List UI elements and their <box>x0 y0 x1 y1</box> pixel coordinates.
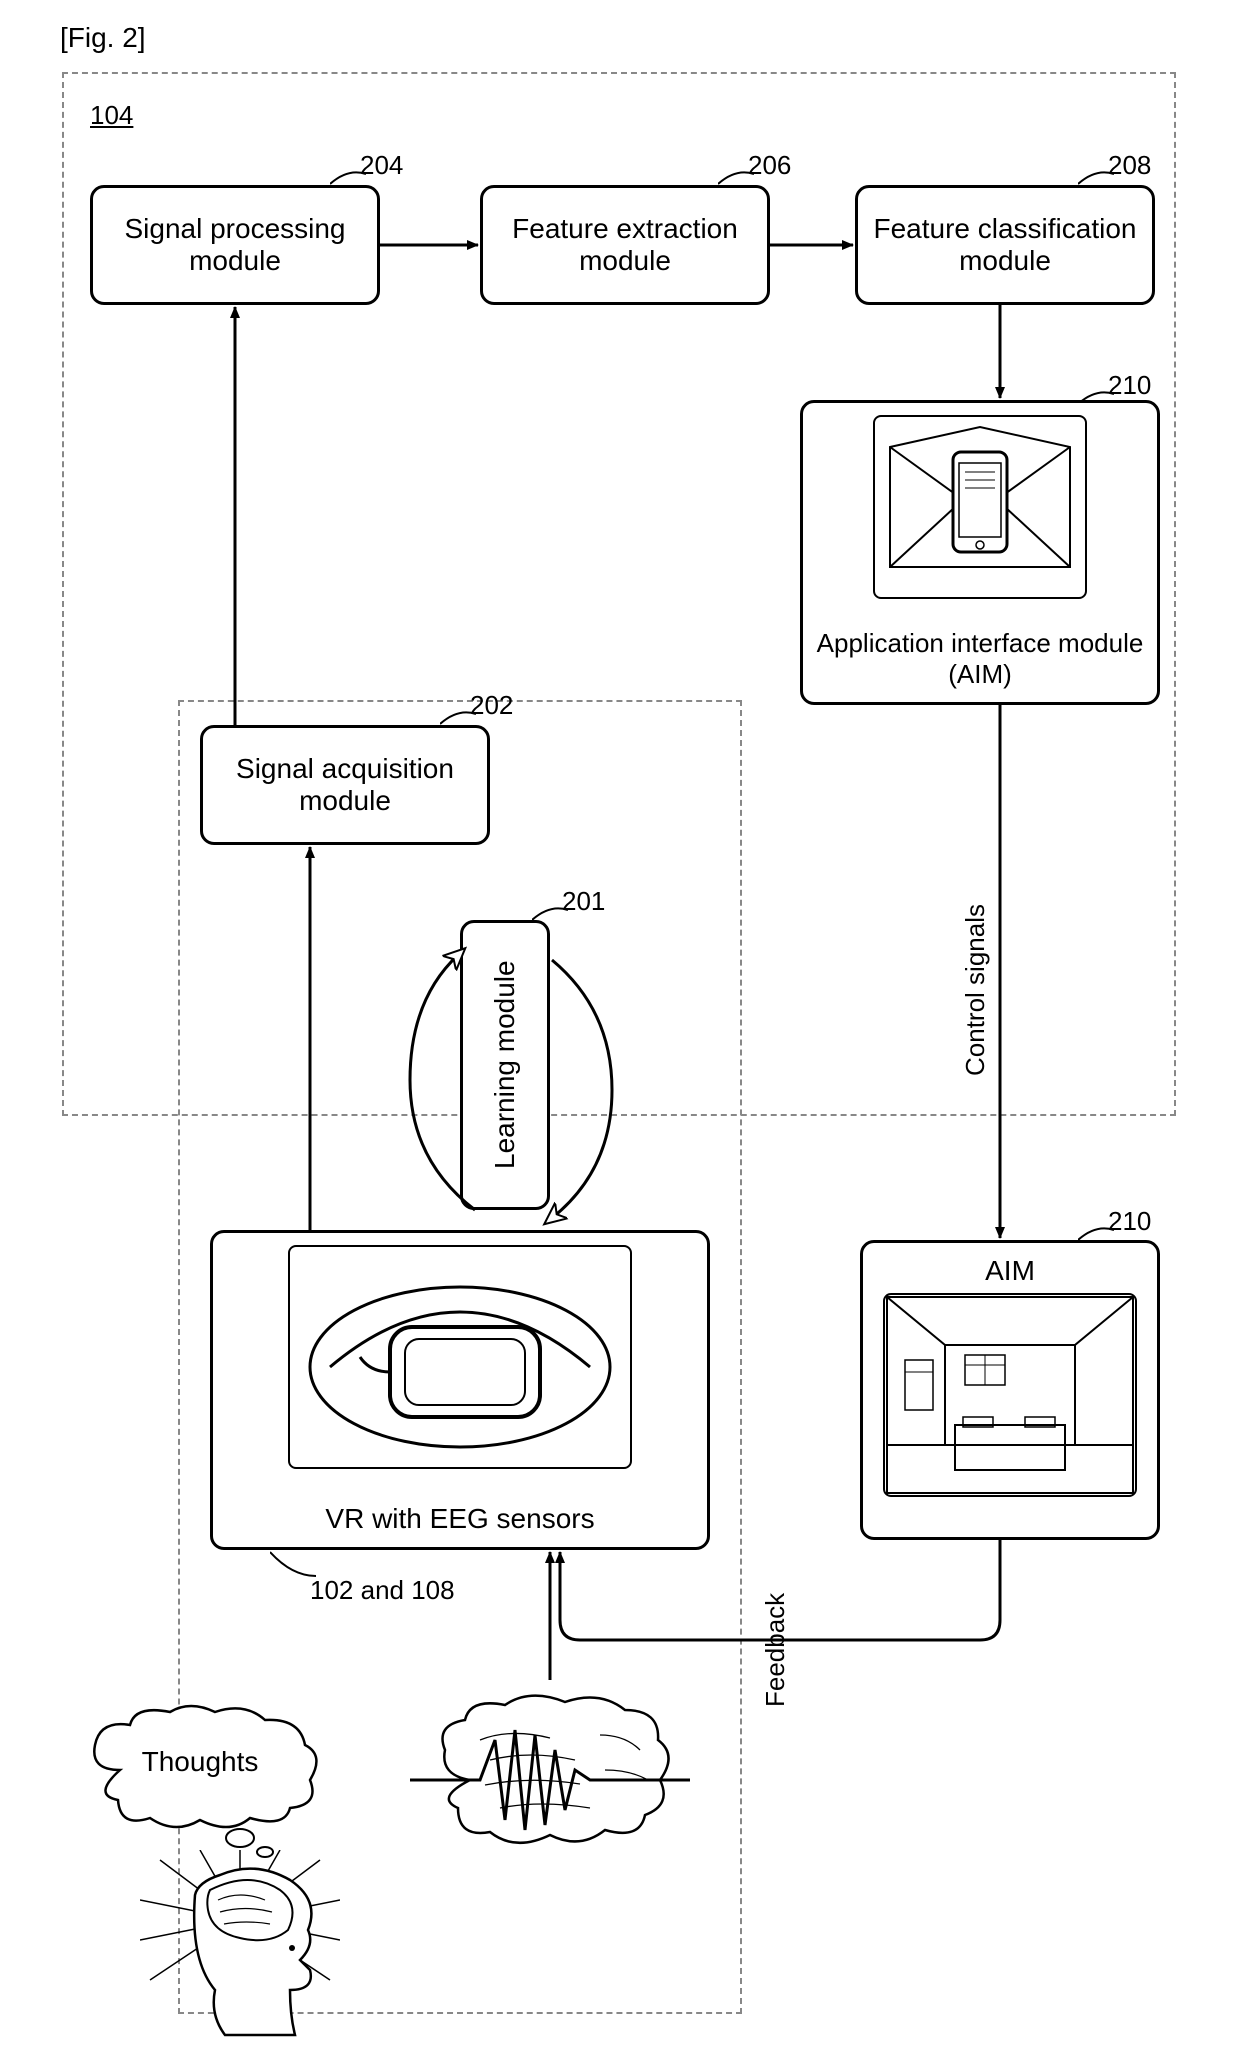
aim-bottom-module: AIM <box>860 1240 1160 1540</box>
aim-bottom-label: AIM <box>875 1255 1145 1287</box>
figure-canvas: [Fig. 2] 104 204 Signal processing modul… <box>0 0 1240 2061</box>
room-scene-image <box>883 1293 1137 1497</box>
feature-classification-module: Feature classification module <box>855 185 1155 305</box>
thoughts-cloud: Thoughts <box>80 1700 330 1860</box>
leader-102-108 <box>270 1550 320 1580</box>
learning-module: Learning module <box>460 920 550 1210</box>
ref-102-108: 102 and 108 <box>310 1575 455 1606</box>
aim-top-label: Application interface module (AIM) <box>815 628 1145 690</box>
vr-eeg-label: VR with EEG sensors <box>225 1503 695 1535</box>
signal-acquisition-module: Signal acquisition module <box>200 725 490 845</box>
thoughts-label: Thoughts <box>80 1746 320 1778</box>
ref-104: 104 <box>90 100 133 131</box>
aim-top-module: Application interface module (AIM) <box>800 400 1160 705</box>
head-brain-image <box>140 1850 340 2040</box>
signal-processing-module: Signal processing module <box>90 185 380 305</box>
phone-on-envelope-image <box>873 415 1087 599</box>
vr-headset-image <box>288 1245 632 1469</box>
vr-eeg-module: VR with EEG sensors <box>210 1230 710 1550</box>
edge-label-control-signals: Control signals <box>960 880 991 1100</box>
brain-signal-image <box>400 1680 700 1880</box>
feature-extraction-module: Feature extraction module <box>480 185 770 305</box>
figure-label: [Fig. 2] <box>60 22 146 54</box>
edge-label-feedback: Feedback <box>760 1580 791 1720</box>
